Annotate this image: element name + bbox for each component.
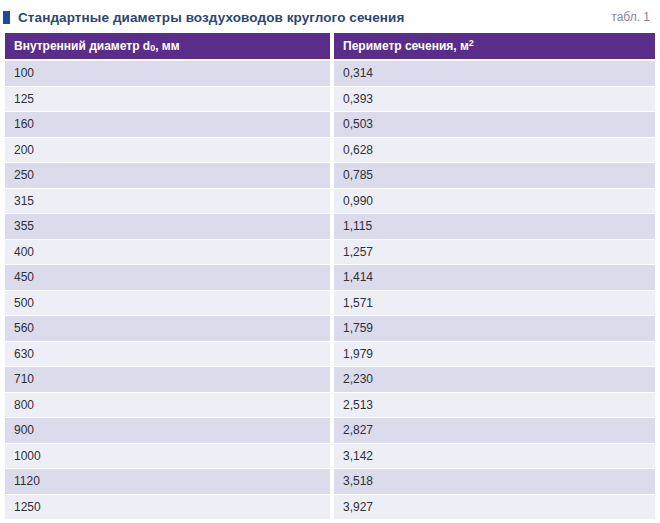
perimeter-cell: 2,827 bbox=[334, 418, 655, 444]
table-row: 12503,927 bbox=[5, 495, 655, 521]
diameter-cell: 125 bbox=[5, 87, 330, 113]
diameter-cell: 160 bbox=[5, 112, 330, 138]
table-row: 8002,513 bbox=[5, 393, 655, 419]
diameter-cell: 200 bbox=[5, 138, 330, 164]
table-row: 1600,503 bbox=[5, 112, 655, 138]
column-header-diameter-text: Внутренний диаметр d bbox=[14, 39, 150, 53]
perimeter-cell: 3,142 bbox=[334, 444, 655, 470]
column-header-diameter: Внутренний диаметр d0, мм bbox=[5, 33, 330, 59]
perimeter-cell: 3,927 bbox=[334, 495, 655, 521]
perimeter-cell: 0,990 bbox=[334, 189, 655, 215]
table-row: 1250,393 bbox=[5, 87, 655, 113]
diameter-cell: 315 bbox=[5, 189, 330, 215]
perimeter-cell: 1,759 bbox=[334, 316, 655, 342]
diameter-cell: 560 bbox=[5, 316, 330, 342]
table-row: 7102,230 bbox=[5, 367, 655, 393]
title-bullet-icon bbox=[3, 11, 10, 24]
perimeter-cell: 0,503 bbox=[334, 112, 655, 138]
diameter-cell: 250 bbox=[5, 163, 330, 189]
column-header-perimeter: Периметр сечения, м2 bbox=[334, 33, 655, 59]
standard-diameters-table: Внутренний диаметр d0, мм Периметр сечен… bbox=[5, 33, 655, 520]
perimeter-cell: 3,518 bbox=[334, 469, 655, 495]
perimeter-cell: 1,979 bbox=[334, 342, 655, 368]
table-row: 10003,142 bbox=[5, 444, 655, 470]
table-caption-row: Стандартные диаметры воздуховодов кругло… bbox=[0, 0, 660, 28]
diameter-cell: 355 bbox=[5, 214, 330, 240]
perimeter-cell: 1,414 bbox=[334, 265, 655, 291]
table-row: 4501,414 bbox=[5, 265, 655, 291]
table-row: 4001,257 bbox=[5, 240, 655, 266]
table-row: 1000,314 bbox=[5, 61, 655, 87]
table-row: 5001,571 bbox=[5, 291, 655, 317]
perimeter-cell: 0,785 bbox=[334, 163, 655, 189]
diameter-cell: 1000 bbox=[5, 444, 330, 470]
perimeter-cell: 1,571 bbox=[334, 291, 655, 317]
perimeter-cell: 1,115 bbox=[334, 214, 655, 240]
table-row: 2500,785 bbox=[5, 163, 655, 189]
perimeter-cell: 0,628 bbox=[334, 138, 655, 164]
table-body: 1000,3141250,3931600,5032000,6282500,785… bbox=[5, 61, 655, 520]
title-group: Стандартные диаметры воздуховодов кругло… bbox=[3, 10, 404, 25]
table-number-label: табл. 1 bbox=[611, 10, 650, 24]
column-header-perimeter-text: Периметр сечения, м bbox=[343, 39, 469, 53]
perimeter-cell: 1,257 bbox=[334, 240, 655, 266]
diameter-cell: 800 bbox=[5, 393, 330, 419]
table-header-row: Внутренний диаметр d0, мм Периметр сечен… bbox=[5, 33, 655, 59]
diameter-cell: 100 bbox=[5, 61, 330, 87]
perimeter-cell: 2,513 bbox=[334, 393, 655, 419]
diameter-cell: 710 bbox=[5, 367, 330, 393]
table-row: 5601,759 bbox=[5, 316, 655, 342]
table-row: 6301,979 bbox=[5, 342, 655, 368]
page: Стандартные диаметры воздуховодов кругло… bbox=[0, 0, 660, 523]
diameter-cell: 1250 bbox=[5, 495, 330, 521]
table-row: 3551,115 bbox=[5, 214, 655, 240]
perimeter-cell: 0,393 bbox=[334, 87, 655, 113]
diameter-cell: 1120 bbox=[5, 469, 330, 495]
column-header-diameter-unit: , мм bbox=[155, 39, 179, 53]
diameter-cell: 400 bbox=[5, 240, 330, 266]
table-row: 2000,628 bbox=[5, 138, 655, 164]
diameter-cell: 450 bbox=[5, 265, 330, 291]
diameter-cell: 500 bbox=[5, 291, 330, 317]
table-row: 9002,827 bbox=[5, 418, 655, 444]
page-title: Стандартные диаметры воздуховодов кругло… bbox=[18, 10, 404, 25]
perimeter-cell: 0,314 bbox=[334, 61, 655, 87]
table-row: 3150,990 bbox=[5, 189, 655, 215]
diameter-cell: 900 bbox=[5, 418, 330, 444]
perimeter-cell: 2,230 bbox=[334, 367, 655, 393]
diameter-cell: 630 bbox=[5, 342, 330, 368]
table-row: 11203,518 bbox=[5, 469, 655, 495]
